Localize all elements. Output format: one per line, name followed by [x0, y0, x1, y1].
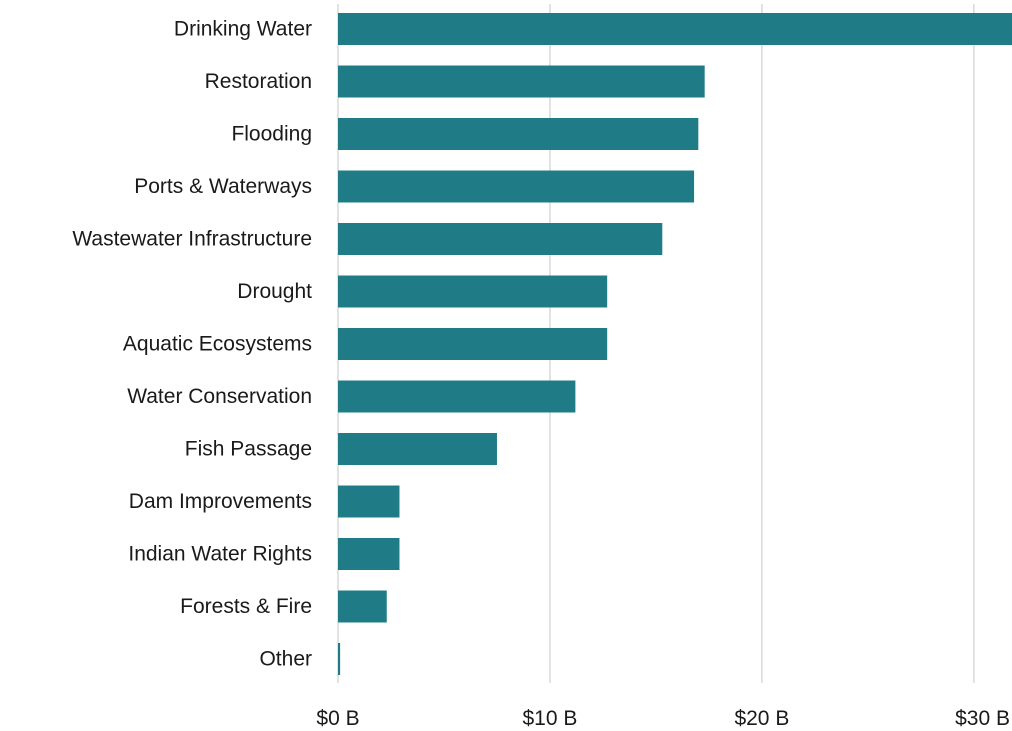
x-tick-label-0: $0 B: [316, 707, 359, 730]
bar-2: [338, 118, 699, 150]
bar-1: [338, 65, 705, 98]
category-label-3: Ports & Waterways: [134, 175, 312, 198]
category-label-11: Forests & Fire: [180, 595, 312, 618]
bar-3: [338, 170, 695, 203]
category-label-2: Flooding: [231, 123, 312, 146]
bar-5: [338, 275, 608, 308]
bar-layer: [338, 13, 1012, 675]
category-label-8: Fish Passage: [185, 438, 312, 461]
category-label-6: Aquatic Ecosystems: [123, 333, 312, 356]
bar-8: [338, 433, 497, 465]
category-label-5: Drought: [237, 280, 312, 303]
bar-7: [338, 380, 576, 413]
bar-6: [338, 328, 608, 360]
category-label-12: Other: [259, 648, 312, 671]
category-label-10: Indian Water Rights: [128, 543, 312, 566]
bar-0: [338, 13, 1012, 45]
x-tick-label-1: $10 B: [523, 707, 578, 730]
x-tick-label-2: $20 B: [734, 707, 789, 730]
bar-9: [338, 485, 400, 518]
x-tick-label-3: $30 B: [955, 707, 1010, 730]
category-label-7: Water Conservation: [127, 385, 312, 408]
category-label-layer: Drinking Water Restoration Flooding Ports &…: [72, 18, 312, 671]
category-label-0: Drinking Water: [174, 18, 312, 41]
bar-4: [338, 223, 663, 255]
category-label-9: Dam Improvements: [129, 490, 312, 513]
bar-11: [338, 590, 387, 623]
x-tick-label-layer: $0 B $10 B $20 B $30 B: [316, 707, 1010, 730]
category-label-4: Wastewater Infrastructure: [72, 228, 312, 251]
category-label-1: Restoration: [205, 70, 312, 93]
bar-10: [338, 538, 400, 570]
bar-12: [338, 643, 341, 675]
